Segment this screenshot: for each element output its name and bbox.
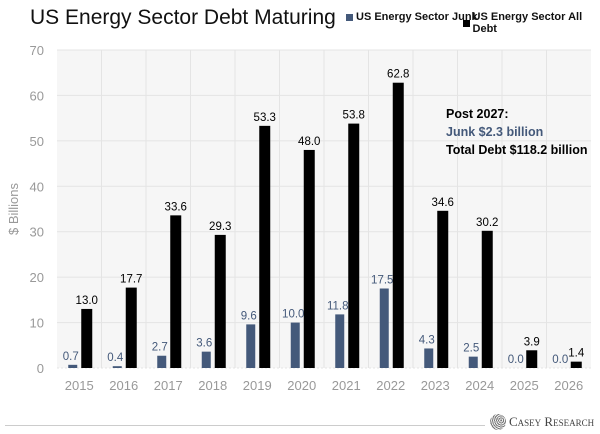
legend-item-junk: US Energy Sector Junk [346,11,478,23]
legend-label: US Energy Sector Junk [356,11,478,23]
data-label: 3.9 [524,336,540,348]
y-tick-label: 50 [30,134,44,149]
y-tick-label: 20 [30,270,44,285]
annotation: Post 2027: Junk $2.3 billion Total Debt … [446,105,587,159]
casey-research-logo: Casey Research [490,414,594,430]
data-label: 10.0 [282,309,304,321]
data-label: 0.0 [508,354,524,366]
bar-all-debt [348,123,360,368]
x-tick-label: 2026 [554,378,583,393]
bar-junk [246,324,256,368]
data-label: 53.8 [343,110,365,122]
x-tick-label: 2022 [376,378,405,393]
logo-text: Casey Research [509,414,595,429]
x-tick-label: 2018 [198,378,227,393]
legend-label: US Energy Sector All Debt [472,11,583,35]
bar-all-debt [392,82,404,369]
bar-junk [379,288,389,368]
data-label: 1.4 [568,348,585,360]
data-label: 0.0 [552,354,568,366]
legend-swatch [346,13,353,21]
data-label: 13.0 [76,295,98,307]
y-tick-label: 60 [30,88,44,103]
data-label: 3.6 [196,338,212,350]
x-tick-label: 2016 [109,378,138,393]
x-tick-label: 2015 [65,378,94,393]
y-tick-label: 40 [30,179,44,194]
data-label: 17.5 [371,275,393,287]
x-tick-label: 2025 [510,378,539,393]
data-label: 53.3 [254,112,276,124]
bar-all-debt [214,234,226,368]
bar-all-debt [81,308,93,368]
bar-junk [68,364,78,368]
legend-item-all-debt: US Energy Sector All Debt [463,11,600,35]
x-tick-label: 2020 [287,378,316,393]
data-label: 30.2 [476,217,498,229]
bar-all-debt [125,287,137,368]
legend-swatch [463,19,470,27]
bar-junk [290,322,300,368]
data-label: 2.7 [152,342,168,354]
annotation-line: Post 2027: [446,107,509,121]
data-label: 17.7 [120,274,142,286]
y-axis-label: $ Billions [6,182,21,235]
bar-junk [468,356,478,368]
data-label: 0.4 [107,352,124,364]
data-label: 62.8 [387,69,409,81]
y-tick-label: 30 [30,225,44,240]
bar-all-debt [526,350,538,368]
bar-junk [157,355,167,368]
data-label: 34.6 [432,197,454,209]
data-label: 29.3 [209,221,231,233]
x-tick-label: 2023 [421,378,450,393]
x-tick-label: 2024 [465,378,494,393]
bar-all-debt [437,210,449,368]
bar-junk [201,351,211,368]
data-label: 4.3 [419,334,435,346]
bar-junk [335,314,345,368]
bar-all-debt [303,149,315,368]
bar-junk [424,348,434,368]
data-label: 9.6 [241,310,257,322]
chart-title: US Energy Sector Debt Maturing [30,6,336,29]
bar-all-debt [259,125,271,368]
data-label: 0.7 [63,351,79,363]
data-label: 11.8 [327,300,349,312]
y-tick-label: 0 [37,361,44,376]
bar-all-debt [481,230,493,368]
footer-divider [5,425,485,426]
y-tick-label: 10 [30,316,44,331]
x-tick-label: 2019 [243,378,272,393]
data-label: 48.0 [298,136,320,148]
annotation-line: Junk $2.3 billion [446,125,544,139]
x-tick-label: 2021 [332,378,361,393]
logo-icon [490,414,506,430]
data-label: 2.5 [463,343,479,355]
bar-all-debt [570,361,582,368]
y-tick-label: 70 [30,43,44,58]
data-label: 33.6 [165,201,187,213]
x-tick-label: 2017 [154,378,183,393]
bar-junk [112,366,122,368]
annotation-line: Total Debt $118.2 billion [446,143,588,157]
bar-all-debt [170,215,182,368]
